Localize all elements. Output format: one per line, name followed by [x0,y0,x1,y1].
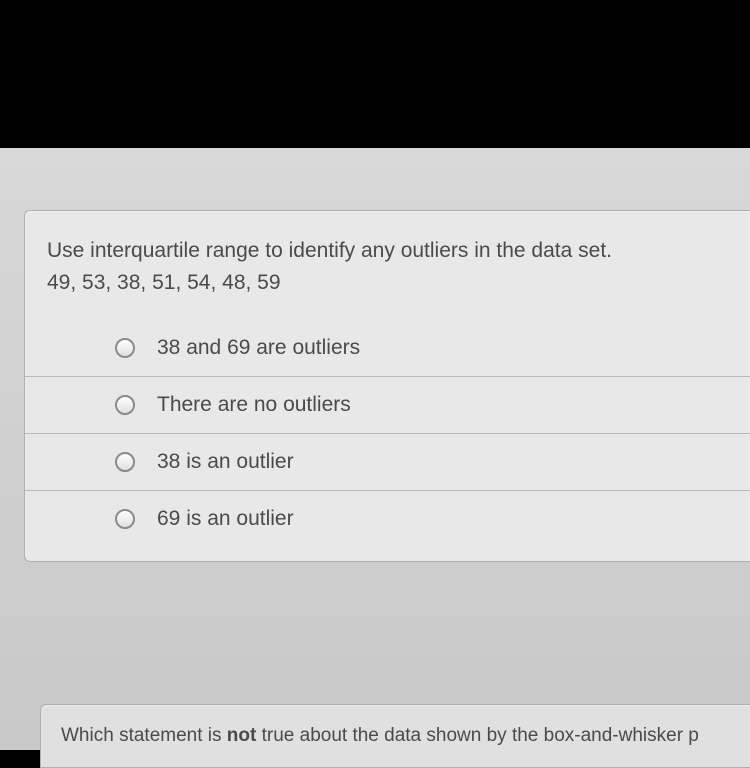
radio-icon[interactable] [115,452,135,472]
prompt-line-1: Use interquartile range to identify any … [47,239,612,262]
next-question-text: Which statement is not true about the da… [61,725,740,747]
options-container: 38 and 69 are outliers There are no outl… [25,316,750,547]
option-label: 69 is an outlier [157,507,294,531]
question-prompt: Use interquartile range to identify any … [25,235,750,316]
option-label: There are no outliers [157,393,351,417]
option-row-0[interactable]: 38 and 69 are outliers [25,320,750,376]
next-bold: not [227,725,257,746]
radio-icon[interactable] [115,338,135,358]
question-card: Use interquartile range to identify any … [24,210,750,562]
prompt-line-2: 49, 53, 38, 51, 54, 48, 59 [47,271,281,294]
option-label: 38 and 69 are outliers [157,336,360,360]
radio-icon[interactable] [115,395,135,415]
option-row-2[interactable]: 38 is an outlier [25,433,750,490]
option-row-1[interactable]: There are no outliers [25,376,750,433]
screen-area: Use interquartile range to identify any … [0,148,750,750]
option-label: 38 is an outlier [157,450,294,474]
next-prefix: Which statement is [61,725,227,746]
radio-icon[interactable] [115,509,135,529]
option-row-3[interactable]: 69 is an outlier [25,490,750,547]
next-suffix: true about the data shown by the box-and… [256,725,699,746]
next-question-card: Which statement is not true about the da… [40,704,750,768]
